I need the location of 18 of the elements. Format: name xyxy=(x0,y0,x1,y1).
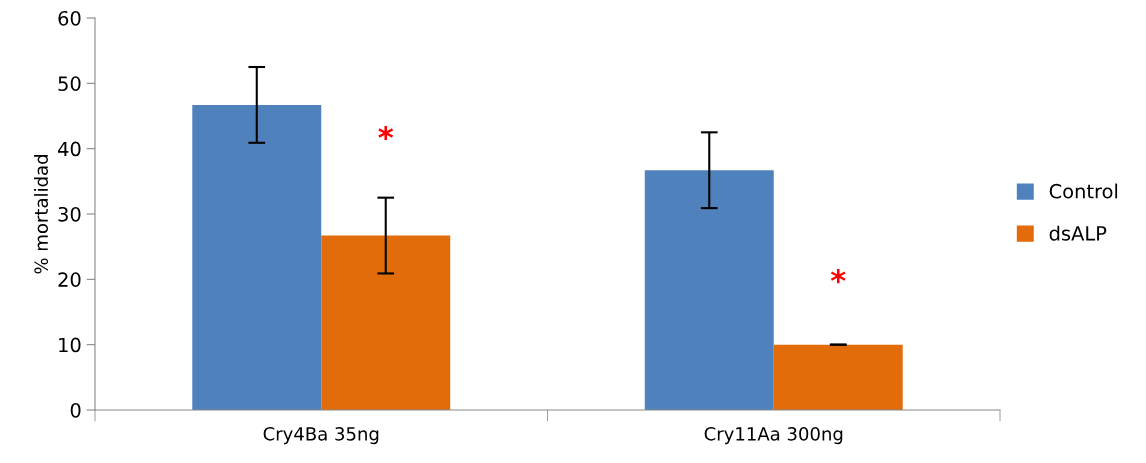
y-tick-label: 0 xyxy=(70,402,81,418)
bar xyxy=(773,344,903,410)
y-tick-label: 10 xyxy=(59,337,81,353)
bar xyxy=(192,104,322,410)
y-tick-label: 60 xyxy=(58,10,81,26)
x-tick-label: Cry11Aa 300ng xyxy=(704,426,843,445)
y-tick-label: 50 xyxy=(58,76,81,91)
bar xyxy=(644,170,774,410)
y-tick-label: 30 xyxy=(58,206,81,222)
legend-label: dsALP xyxy=(1049,225,1107,241)
annotation: * xyxy=(830,269,846,284)
legend-label: Control xyxy=(1049,183,1118,199)
y-axis-title: % mortalidad xyxy=(34,155,49,274)
x-tick-label: Cry4Ba 35ng xyxy=(263,426,379,445)
y-tick-label: 40 xyxy=(58,141,81,157)
bar xyxy=(321,235,451,410)
y-tick-label: 20 xyxy=(58,272,81,287)
annotation: * xyxy=(378,125,394,141)
